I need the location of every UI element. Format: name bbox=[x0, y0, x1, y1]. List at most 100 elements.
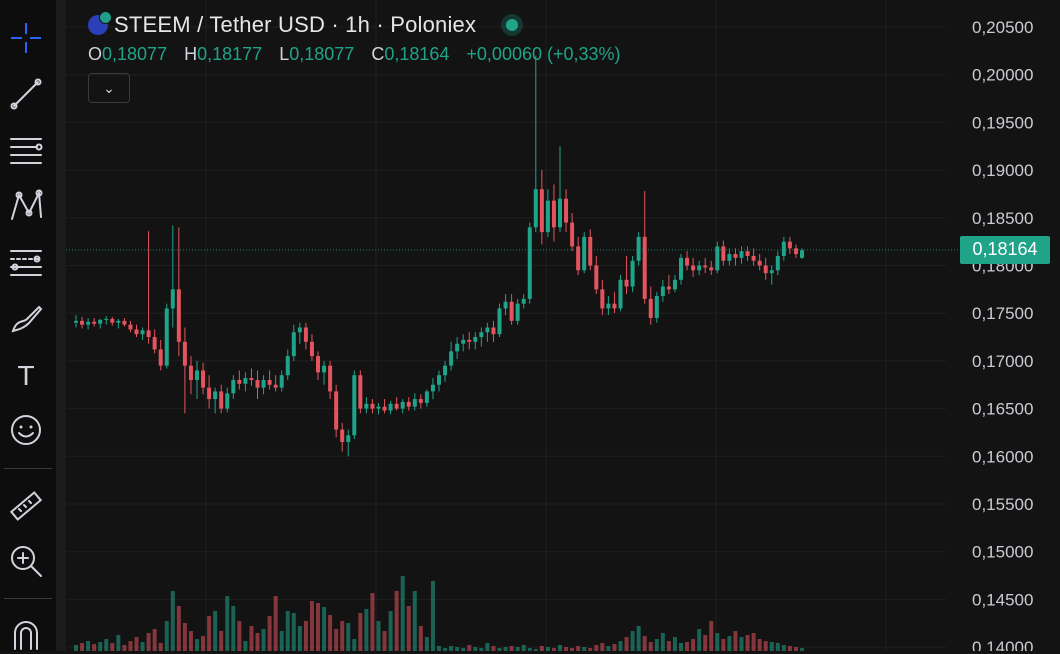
volume-bar bbox=[491, 646, 496, 651]
candle-body bbox=[636, 236, 641, 261]
volume-bar bbox=[769, 642, 774, 651]
volume-bar bbox=[146, 633, 151, 651]
zoom-in-tool-button[interactable] bbox=[6, 541, 46, 581]
candle-body bbox=[86, 321, 91, 325]
chart-area[interactable]: 0,20500 0,20000 0,19500 0,19000 0,18500 0,180… bbox=[66, 0, 1060, 651]
magnet-icon bbox=[14, 621, 38, 650]
candle-body bbox=[291, 332, 296, 357]
volume-bar bbox=[358, 613, 363, 651]
volume-bar bbox=[787, 646, 792, 651]
volume-bar bbox=[570, 648, 575, 651]
volume-bar bbox=[630, 631, 635, 651]
candle-body bbox=[110, 318, 115, 323]
pattern-tool-button[interactable] bbox=[6, 186, 46, 226]
brush-tool-button[interactable] bbox=[6, 298, 46, 338]
steem-logo-icon bbox=[88, 11, 112, 35]
candle-body bbox=[485, 327, 490, 333]
y-axis-tick-label: 0,15500 bbox=[972, 495, 1033, 514]
candle-body bbox=[322, 365, 327, 373]
candle-body bbox=[122, 320, 127, 325]
chart-title[interactable]: STEEM / Tether USD · 1h · Poloniex bbox=[114, 12, 477, 37]
volume-bar bbox=[140, 642, 145, 651]
volume-bar bbox=[322, 607, 327, 651]
candle-body bbox=[509, 301, 514, 321]
candle-body bbox=[721, 246, 726, 261]
volume-bar bbox=[110, 643, 115, 651]
ruler-tool-button[interactable] bbox=[6, 486, 46, 526]
candle-body bbox=[231, 379, 236, 394]
close-key: C bbox=[371, 44, 385, 64]
volume-bar bbox=[497, 648, 502, 651]
candle-body bbox=[570, 222, 575, 247]
candle-body bbox=[467, 339, 472, 342]
candle-body bbox=[624, 279, 629, 287]
volume-bar bbox=[455, 647, 460, 651]
collapse-legend-button[interactable]: ⌄ bbox=[88, 73, 130, 103]
candle-body bbox=[164, 308, 169, 366]
candle-body bbox=[424, 391, 429, 403]
candle-body bbox=[243, 378, 248, 384]
legend-title-row: STEEM / Tether USD · 1h · Poloniex bbox=[88, 10, 633, 40]
candle-body bbox=[666, 286, 671, 290]
volume-bar bbox=[715, 633, 720, 651]
magnet-tool-button[interactable] bbox=[6, 614, 46, 654]
fib-levels-tool-button[interactable] bbox=[6, 242, 46, 282]
market-status-dot-icon[interactable] bbox=[506, 19, 519, 31]
candle-body bbox=[618, 279, 623, 309]
horizontal-lines-tool-button[interactable] bbox=[6, 130, 46, 170]
candle-body bbox=[594, 265, 599, 290]
crosshair-tool-button[interactable] bbox=[6, 18, 46, 58]
candle-body bbox=[775, 255, 780, 271]
y-axis-tick-label: 0,20500 bbox=[972, 18, 1033, 37]
volume-bar bbox=[594, 645, 599, 651]
volume-bar bbox=[545, 647, 550, 651]
volume-bar bbox=[201, 636, 206, 651]
volume-bar bbox=[739, 637, 744, 651]
candle-body bbox=[437, 375, 441, 385]
y-axis-tick-label: 0,17000 bbox=[972, 352, 1033, 371]
volume-bar bbox=[618, 641, 623, 651]
volume-bar bbox=[721, 639, 726, 651]
emoji-tool-button[interactable] bbox=[6, 410, 46, 450]
volume-bar bbox=[346, 623, 351, 651]
candle-body bbox=[406, 401, 411, 407]
trend-line-tool-button[interactable] bbox=[6, 74, 46, 114]
volume-bar bbox=[612, 644, 617, 651]
candle-body bbox=[213, 391, 218, 400]
volume-bar bbox=[509, 646, 514, 651]
volume-bar bbox=[775, 643, 780, 651]
volume-bar bbox=[588, 648, 593, 651]
candle-body bbox=[600, 289, 605, 309]
volume-bar bbox=[527, 648, 532, 651]
candlestick-chart[interactable]: 0,20500 0,20000 0,19500 0,19000 0,18500 0,180… bbox=[66, 0, 1060, 651]
volume-bar bbox=[176, 606, 181, 651]
candle-body bbox=[739, 251, 744, 258]
candle-body bbox=[104, 318, 109, 320]
candle-body bbox=[273, 384, 278, 388]
candle-body bbox=[255, 379, 260, 388]
candle-body bbox=[800, 250, 804, 258]
volume-bar bbox=[279, 631, 284, 651]
brush-icon bbox=[11, 305, 43, 333]
volume-bar bbox=[600, 643, 605, 651]
candle-body bbox=[225, 393, 230, 409]
volume-bar bbox=[685, 642, 690, 651]
candle-body bbox=[745, 251, 750, 256]
candle-body bbox=[340, 429, 345, 442]
volume-bar bbox=[551, 648, 556, 651]
volume-bar bbox=[624, 637, 629, 651]
candle-body bbox=[146, 330, 151, 338]
candle-body bbox=[394, 403, 399, 409]
volume-bar bbox=[727, 636, 732, 651]
text-tool-button[interactable]: T bbox=[6, 354, 46, 394]
volume-bar bbox=[757, 639, 762, 651]
candle-body bbox=[781, 241, 786, 256]
chart-legend: STEEM / Tether USD · 1h · Poloniex O0,18… bbox=[88, 10, 633, 103]
candle-body bbox=[551, 200, 556, 228]
volume-bar bbox=[800, 648, 804, 651]
candle-body bbox=[497, 308, 502, 335]
candle-body bbox=[237, 379, 242, 384]
candle-body bbox=[388, 403, 393, 411]
candle-body bbox=[443, 365, 448, 376]
candle-body bbox=[521, 298, 526, 304]
